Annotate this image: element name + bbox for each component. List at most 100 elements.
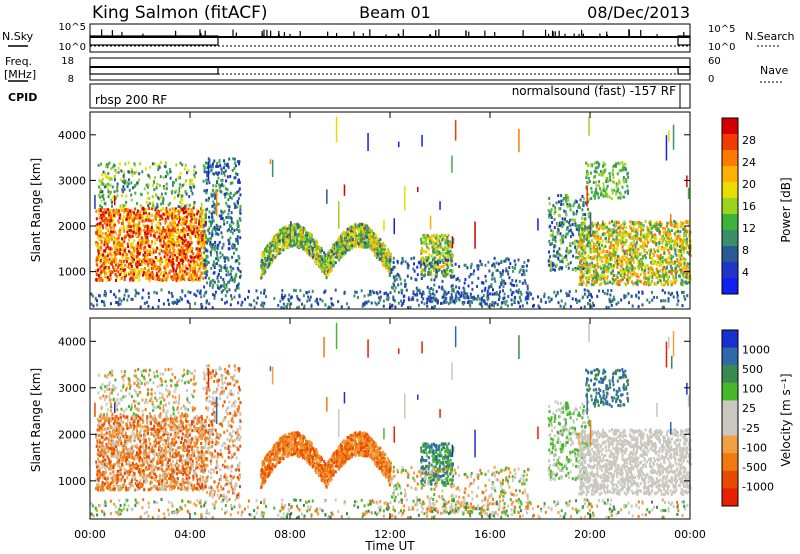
scatter-cell xyxy=(110,198,113,202)
scatter-cell xyxy=(464,278,467,281)
scatter-cell xyxy=(574,222,577,225)
scatter-cell xyxy=(133,162,136,166)
scatter-cell xyxy=(199,235,202,239)
scatter-cell xyxy=(287,243,290,247)
scatter-cell xyxy=(321,269,324,273)
scatter-cell xyxy=(180,246,183,250)
scatter-cell xyxy=(562,236,565,240)
scatter-cell xyxy=(655,221,658,224)
scatter-cell xyxy=(353,228,356,231)
scatter-cell xyxy=(146,269,149,273)
scatter-cell xyxy=(431,265,434,268)
scatter-cell xyxy=(140,229,143,233)
scatter-cell xyxy=(442,234,445,237)
scatter-cell xyxy=(359,226,362,230)
scatter-cell xyxy=(198,257,201,261)
scatter-cell xyxy=(551,238,554,242)
scatter-cell xyxy=(157,235,160,239)
scatter-cell xyxy=(155,271,158,275)
scatter-cell xyxy=(662,226,665,230)
scatter-cell xyxy=(179,200,182,204)
scatter-cell xyxy=(154,176,156,180)
scatter-cell xyxy=(130,216,133,220)
scatter-cell xyxy=(108,278,111,282)
scatter-cell xyxy=(107,252,109,256)
scatter-cell xyxy=(566,199,569,202)
scatter-cell xyxy=(367,241,370,245)
scatter-cell xyxy=(312,244,315,248)
scatter-cell xyxy=(115,276,118,280)
scatter-cell xyxy=(96,258,99,261)
scatter-cell xyxy=(123,229,126,233)
scatter-cell xyxy=(128,249,131,253)
scatter-cell xyxy=(118,162,121,166)
scatter-cell xyxy=(366,243,369,247)
scatter-cell xyxy=(145,271,148,274)
scatter-cell xyxy=(672,255,675,259)
scatter-cell xyxy=(361,222,363,226)
scatter-cell xyxy=(291,244,294,248)
scatter-cell xyxy=(165,257,168,261)
scatter-cell xyxy=(161,229,164,233)
scatter-cell xyxy=(420,251,423,255)
scatter-cell xyxy=(309,235,312,239)
scatter-cell xyxy=(447,233,450,237)
scatter-cell xyxy=(312,246,315,250)
scatter-cell xyxy=(375,240,378,244)
scatter-cell xyxy=(444,258,447,262)
scatter-cell xyxy=(560,199,563,203)
scatter-cell xyxy=(294,224,297,228)
scatter-cell xyxy=(183,230,186,234)
scatter-cell xyxy=(130,169,133,173)
scatter-cell xyxy=(216,225,219,229)
scatter-cell xyxy=(227,165,230,169)
scatter-cell xyxy=(635,274,638,278)
scatter-cell xyxy=(288,229,290,233)
scatter-cell xyxy=(286,235,289,239)
scatter-cell xyxy=(173,275,176,279)
scatter-cell xyxy=(206,281,209,285)
scatter-cell xyxy=(149,165,152,169)
scatter-cell xyxy=(230,217,233,221)
scatter-cell xyxy=(212,200,215,204)
scatter-cell xyxy=(181,253,184,257)
scatter-cell xyxy=(213,196,216,200)
scatter-cell xyxy=(186,213,188,217)
scatter-cell xyxy=(330,261,332,265)
nave-tick-top: 60 xyxy=(708,56,721,67)
scatter-cell xyxy=(171,212,174,216)
scatter-cell xyxy=(101,232,104,236)
scatter-cell xyxy=(455,278,458,282)
scatter-cell xyxy=(450,256,453,260)
scatter-cell xyxy=(281,235,284,239)
scatter-cell xyxy=(196,230,199,234)
scatter-cell xyxy=(107,190,110,194)
scatter-cell xyxy=(264,266,267,270)
scatter-cell xyxy=(648,249,650,253)
scatter-cell xyxy=(353,235,356,239)
scatter-cell xyxy=(301,230,303,234)
scatter-cell xyxy=(339,240,342,244)
scatter-cell xyxy=(506,270,509,274)
scatter-cell xyxy=(170,262,173,266)
scatter-cell xyxy=(202,266,205,270)
scatter-cell xyxy=(238,181,241,184)
scatter-cell xyxy=(444,234,447,237)
scatter-cell xyxy=(127,211,130,215)
scatter-cell xyxy=(619,260,622,264)
scatter-cell xyxy=(358,233,360,237)
scatter-cell xyxy=(198,264,201,268)
scatter-cell xyxy=(437,265,440,269)
scatter-cell xyxy=(274,256,277,259)
scatter-cell xyxy=(380,245,383,249)
scatter-cell xyxy=(210,253,212,257)
scatter-cell xyxy=(98,267,101,271)
scatter-cell xyxy=(568,221,571,225)
scatter-cell xyxy=(177,205,180,208)
scatter-cell xyxy=(138,269,141,273)
scatter-cell xyxy=(192,261,195,265)
scatter-cell xyxy=(223,266,226,270)
scatter-cell xyxy=(216,284,219,288)
scatter-cell xyxy=(578,203,580,207)
scatter-cell xyxy=(448,250,451,254)
